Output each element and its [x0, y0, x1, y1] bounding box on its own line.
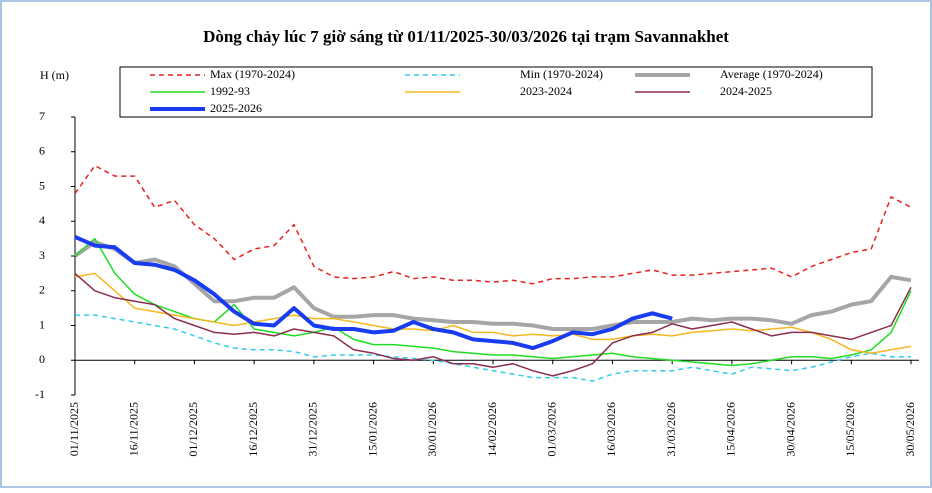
x-tick-label: 14/02/2026: [485, 402, 499, 457]
x-tick-label: 16/11/2025: [126, 402, 140, 456]
y-axis-label: H (m): [40, 68, 69, 82]
series-line: [73, 240, 912, 331]
series-line: [74, 272, 912, 355]
legend-label: 1992-93: [210, 84, 250, 98]
legend-label: Max (1970-2024): [210, 67, 295, 81]
series-line: [74, 164, 912, 285]
y-tick-label: 3: [39, 248, 45, 262]
chart-title: Dòng chảy lúc 7 giờ sáng từ 01/11/2025-3…: [203, 27, 729, 46]
x-tick-label: 30/04/2026: [783, 402, 797, 457]
y-tick-label: 6: [39, 144, 45, 158]
y-tick-label: 1: [39, 317, 45, 331]
x-tick-label: 16/03/2026: [604, 402, 618, 457]
series-line: [74, 272, 912, 377]
x-tick-label: 15/05/2026: [843, 402, 857, 457]
x-tick-label: 15/01/2026: [365, 402, 379, 457]
x-tick-label: 01/11/2025: [67, 402, 81, 456]
legend-label: 2024-2025: [720, 84, 772, 98]
y-tick-label: 4: [39, 213, 45, 227]
y-tick-label: 2: [39, 283, 45, 297]
legend-box: [119, 66, 873, 118]
x-tick-label: 16/12/2025: [246, 402, 260, 457]
x-tick-label: 31/03/2026: [664, 402, 678, 457]
legend-label: Average (1970-2024): [720, 67, 823, 81]
y-tick-label: 7: [39, 109, 45, 123]
x-tick-label: 01/12/2025: [186, 402, 200, 457]
y-tick-label: -1: [35, 387, 45, 401]
series-line: [74, 235, 673, 351]
legend-label: 2023-2024: [520, 84, 572, 98]
legend-label: 2025-2026: [210, 101, 262, 115]
x-tick-label: 30/01/2026: [425, 402, 439, 457]
legend-label: Min (1970-2024): [520, 67, 603, 81]
series-line: [75, 314, 911, 382]
x-tick-label: 15/04/2026: [724, 402, 738, 457]
y-tick-label: 5: [39, 178, 45, 192]
x-tick-label: 30/05/2026: [903, 402, 917, 457]
x-tick-label: 01/03/2026: [544, 402, 558, 457]
x-tick-label: 31/12/2025: [306, 402, 320, 457]
y-tick-label: 0: [39, 352, 45, 366]
